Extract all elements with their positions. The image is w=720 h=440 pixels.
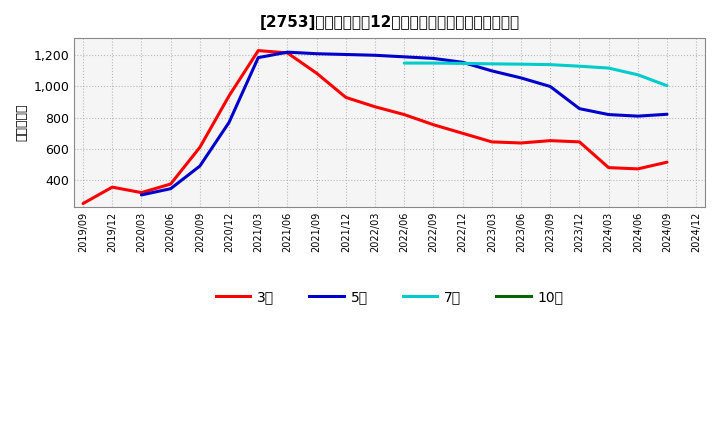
- 3年: [546, 138, 554, 143]
- 3年: [137, 190, 145, 195]
- 3年: [283, 50, 292, 55]
- 3年: [108, 184, 117, 190]
- 5年: [196, 163, 204, 169]
- 3年: [429, 122, 438, 127]
- 3年: [196, 145, 204, 150]
- 3年: [634, 166, 642, 172]
- 5年: [312, 51, 321, 56]
- Title: [2753]　当期級利益12か月移動合計の標準偶差の推移: [2753] 当期級利益12か月移動合計の標準偶差の推移: [260, 15, 520, 30]
- 5年: [166, 186, 175, 191]
- 3年: [225, 93, 233, 99]
- 3年: [662, 160, 671, 165]
- 7年: [429, 60, 438, 66]
- 5年: [662, 112, 671, 117]
- Y-axis label: （百万円）: （百万円）: [15, 104, 28, 141]
- 3年: [400, 112, 408, 117]
- 5年: [225, 120, 233, 125]
- 7年: [459, 61, 467, 66]
- 3年: [517, 140, 526, 146]
- 3年: [604, 165, 613, 170]
- 5年: [487, 68, 496, 73]
- 3年: [575, 139, 584, 144]
- 5年: [575, 106, 584, 111]
- 7年: [546, 62, 554, 67]
- 3年: [341, 95, 350, 100]
- 5年: [517, 75, 526, 81]
- 3年: [371, 104, 379, 110]
- Line: 7年: 7年: [404, 63, 667, 86]
- 5年: [459, 60, 467, 65]
- 5年: [371, 53, 379, 58]
- Line: 5年: 5年: [141, 52, 667, 195]
- 7年: [487, 61, 496, 66]
- 3年: [78, 201, 87, 206]
- 3年: [459, 131, 467, 136]
- 5年: [254, 55, 263, 60]
- 5年: [634, 114, 642, 119]
- 7年: [400, 60, 408, 66]
- Line: 3年: 3年: [83, 51, 667, 204]
- 7年: [575, 63, 584, 69]
- Legend: 3年, 5年, 7年, 10年: 3年, 5年, 7年, 10年: [210, 284, 570, 309]
- 7年: [662, 83, 671, 88]
- 5年: [137, 192, 145, 198]
- 7年: [517, 62, 526, 67]
- 7年: [604, 66, 613, 71]
- 5年: [429, 56, 438, 61]
- 5年: [400, 54, 408, 59]
- 3年: [254, 48, 263, 53]
- 5年: [341, 52, 350, 57]
- 5年: [546, 84, 554, 89]
- 5年: [283, 50, 292, 55]
- 3年: [312, 70, 321, 76]
- 3年: [166, 181, 175, 187]
- 5年: [604, 112, 613, 117]
- 3年: [487, 139, 496, 144]
- 7年: [634, 72, 642, 77]
